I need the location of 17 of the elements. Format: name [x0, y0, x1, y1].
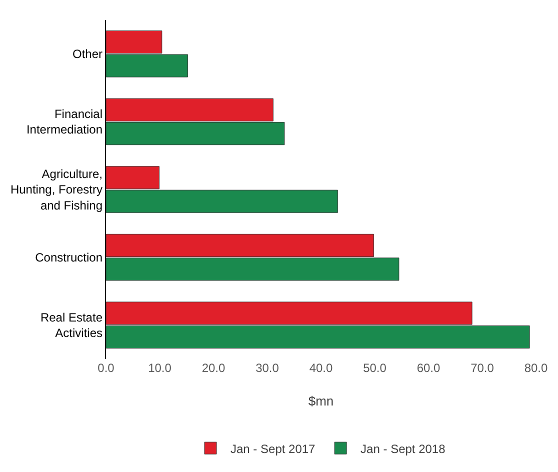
legend-label: Jan - Sept 2017: [230, 442, 316, 456]
x-tick-label: 80.0: [524, 361, 548, 375]
x-tick-label: 70.0: [470, 361, 494, 375]
x-tick-label: 60.0: [416, 361, 440, 375]
x-tick-label: 20.0: [202, 361, 226, 375]
x-tick-label: 30.0: [256, 361, 280, 375]
y-tick-label: Agriculture, Hunting, Forestry and Fishing: [10, 167, 102, 212]
y-tick-label: Construction: [35, 250, 102, 264]
x-tick-label: 10.0: [148, 361, 172, 375]
y-tick-label: Other: [72, 47, 102, 62]
x-axis-title: $mn: [308, 394, 334, 409]
y-tick-label: Real Estate Activities: [40, 310, 103, 340]
x-tick-label: 0.0: [98, 361, 115, 375]
x-tick-label: 50.0: [363, 361, 387, 375]
legend-label: Jan - Sept 2018: [360, 442, 446, 456]
y-tick-label: Financial Intermediation: [26, 107, 102, 137]
x-tick-label: 40.0: [309, 361, 333, 375]
